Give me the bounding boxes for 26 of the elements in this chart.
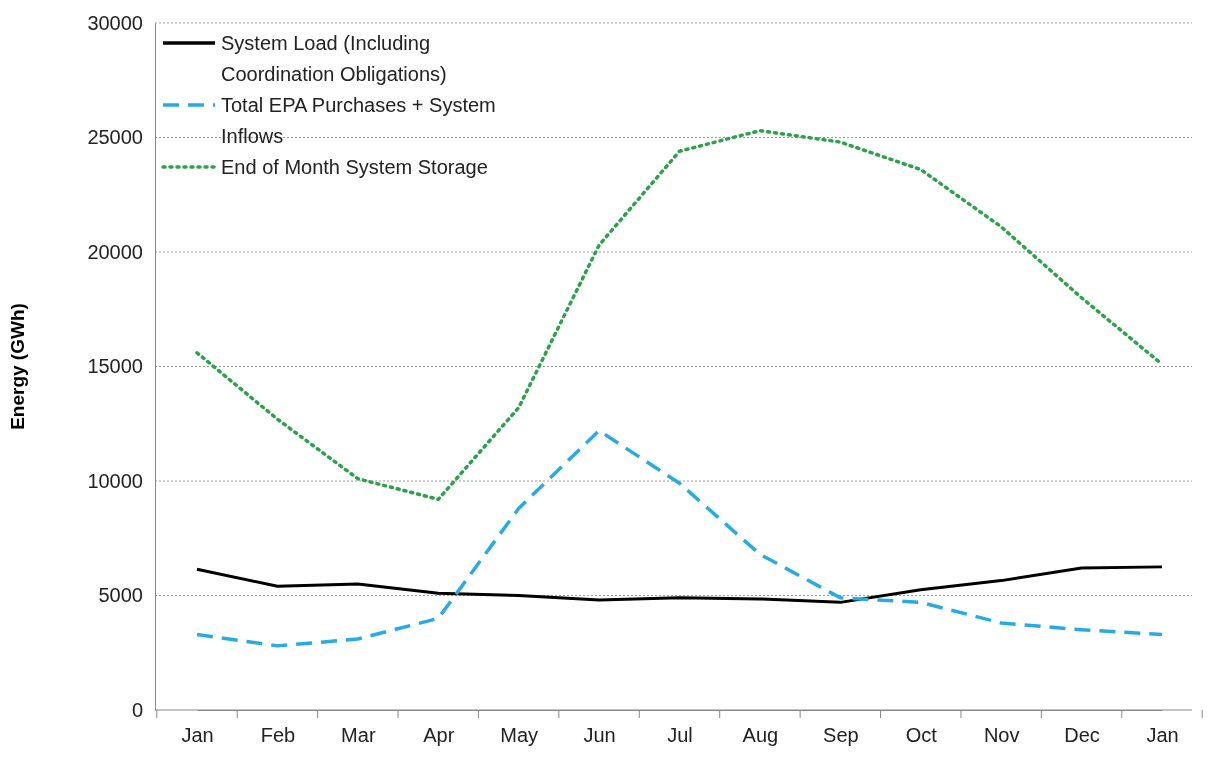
y-tick-label: 0: [131, 698, 143, 721]
x-tick-label: Feb: [260, 724, 296, 747]
y-tick-label: 25000: [87, 126, 143, 149]
y-axis-title: Energy (GWh): [7, 303, 28, 430]
x-tick-label: May: [500, 724, 539, 747]
y-tick-label: 10000: [87, 469, 143, 492]
line-series: [195, 428, 1164, 648]
x-tick-label: Apr: [423, 724, 455, 747]
y-tick-label: 20000: [87, 240, 143, 263]
x-tick-label: Oct: [905, 724, 938, 747]
line-series: [195, 565, 1164, 604]
x-tick-label: Mar: [341, 724, 376, 747]
y-tick-label: 5000: [98, 584, 143, 607]
x-tick-label: Dec: [1064, 724, 1100, 747]
x-tick-label: Jan: [181, 724, 214, 747]
y-tick-label: 30000: [87, 11, 143, 34]
x-tick-label: Jun: [583, 724, 616, 747]
y-tick-label: 15000: [87, 355, 143, 378]
legend-label: System Load (Including Coordination Obligations): [221, 32, 447, 85]
legend-label: End of Month System Storage: [221, 156, 488, 178]
x-tick-label: Aug: [742, 724, 779, 747]
x-tick-label: Jul: [667, 724, 693, 747]
x-tick-label: Jan: [1146, 724, 1179, 747]
legend-label: Total EPA Purchases + System Inflows: [221, 94, 496, 147]
x-tick-label: Sep: [823, 724, 859, 747]
x-tick-label: Nov: [983, 724, 1020, 747]
